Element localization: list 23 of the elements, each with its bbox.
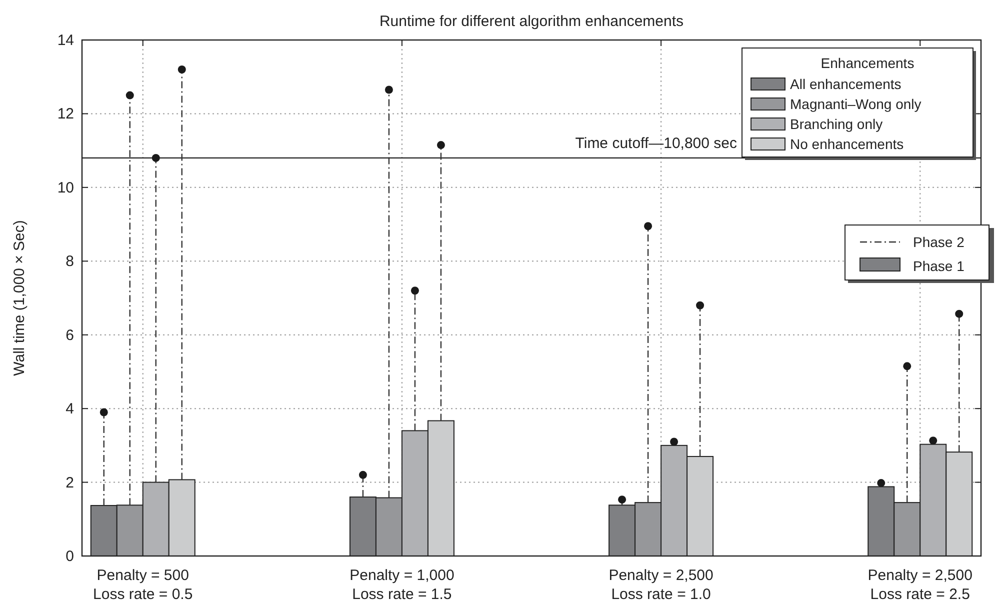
- ref-line-label: Time cutoff—10,800 sec: [575, 134, 738, 152]
- legend-title: Enhancements: [820, 55, 914, 71]
- y-tick-label: 12: [57, 106, 74, 123]
- chart-title: Runtime for different algorithm enhancements: [379, 13, 684, 30]
- legend-label: Branching only: [790, 116, 883, 132]
- annotation: Phase 2: [913, 234, 965, 250]
- legend-label: No enhancements: [790, 136, 904, 152]
- y-tick-label: 0: [66, 548, 74, 565]
- y-tick-label: 2: [66, 474, 74, 492]
- x-tick-label: Penalty = 500 Loss rate = 0.5: [93, 567, 193, 603]
- y-tick-label: 6: [66, 326, 74, 344]
- x-tick-label: Penalty = 2,500 Loss rate = 1.0: [608, 567, 714, 603]
- y-axis-title: Wall time (1,000 × Sec): [11, 220, 28, 376]
- y-tick-label: 8: [66, 253, 74, 270]
- y-tick-label: 4: [66, 400, 74, 418]
- annotation: Phase 1: [913, 258, 965, 274]
- legend-label: Magnanti–Wong only: [790, 96, 922, 112]
- x-tick-label: Penalty = 1,000 Loss rate = 1.5: [350, 567, 454, 603]
- legend-label: All enhancements: [790, 76, 902, 92]
- x-tick-label: Penalty = 2,500 Loss rate = 2.5: [868, 567, 972, 603]
- phase-key: Phase 2 Phase 1: [844, 224, 994, 283]
- y-tick-label: 14: [57, 32, 74, 49]
- y-tick-label: 10: [57, 179, 74, 196]
